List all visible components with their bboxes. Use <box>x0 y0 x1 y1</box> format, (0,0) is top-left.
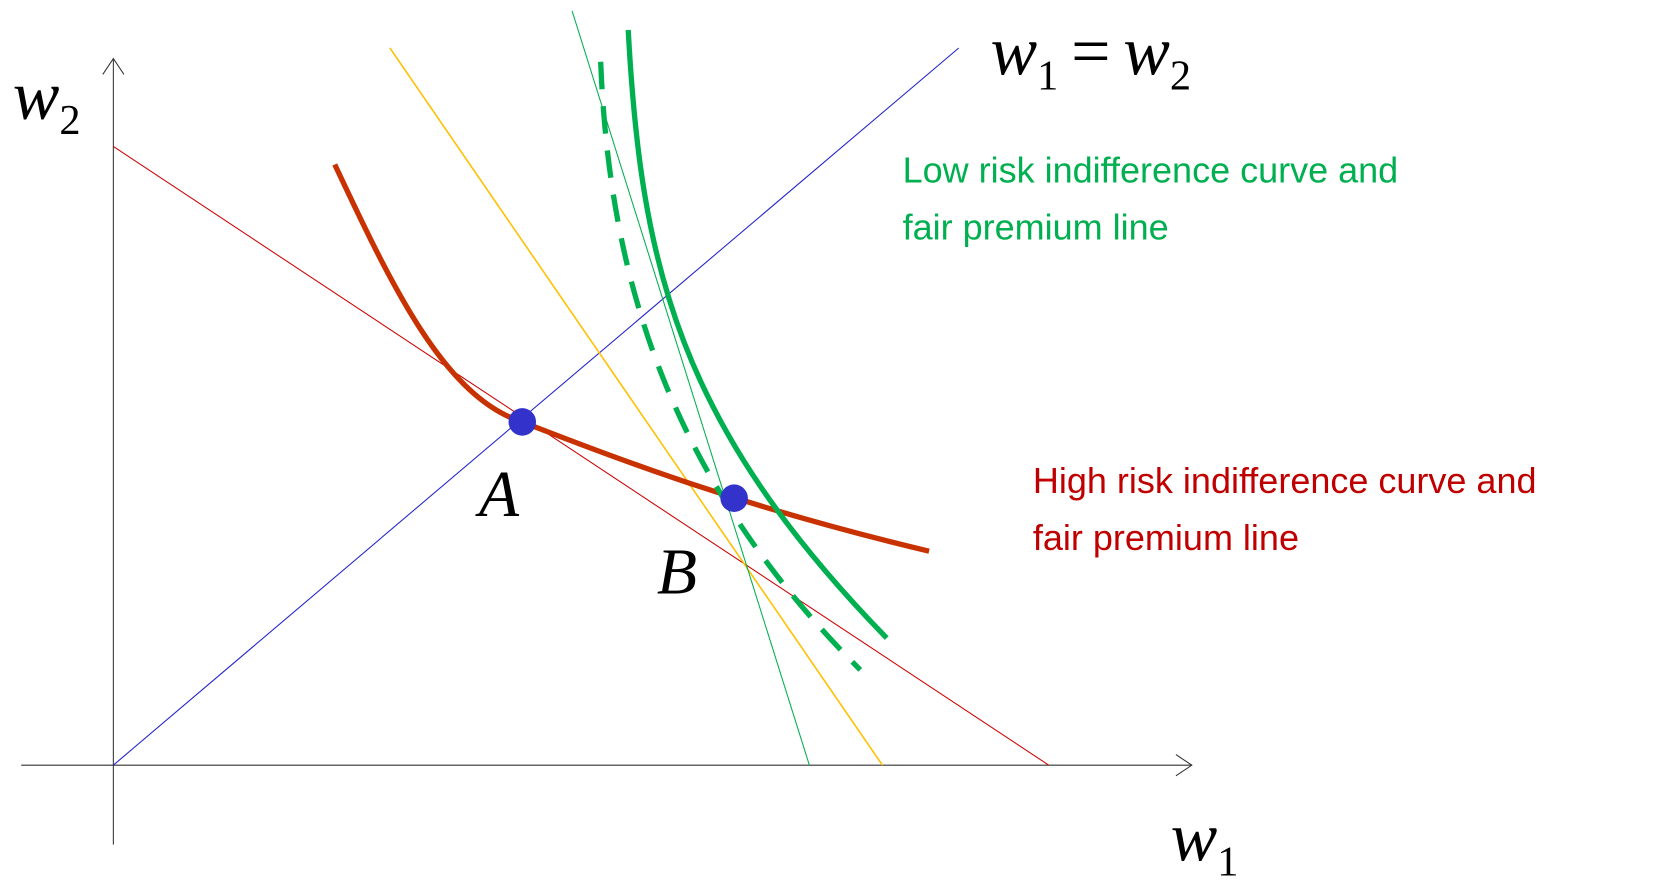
annotation-line: Low risk indifference curve and <box>903 150 1399 191</box>
point-label: B <box>657 536 697 609</box>
high-risk-premium-line <box>113 146 1050 766</box>
certainty-line <box>113 47 960 766</box>
low-risk-premium-line <box>571 10 810 766</box>
orange-line <box>389 47 884 766</box>
annotation-line: fair premium line <box>903 207 1169 248</box>
point-b <box>720 484 748 512</box>
x-arrow <box>1175 754 1193 777</box>
x-axis-label: w1 <box>1171 800 1239 882</box>
y-arrow <box>102 57 125 75</box>
point-label: A <box>475 458 520 531</box>
annotation-line: fair premium line <box>1033 517 1299 558</box>
diagonal-label: w1 = w2 <box>991 13 1192 99</box>
y-axis-label: w2 <box>13 58 81 144</box>
low-risk-indifference-curve-dashed <box>598 61 863 672</box>
high-risk-indifference-curve <box>332 163 930 554</box>
annotation-line: High risk indifference curve and <box>1033 460 1537 501</box>
point-a <box>508 408 537 436</box>
low-risk-indifference-curve <box>625 29 889 640</box>
